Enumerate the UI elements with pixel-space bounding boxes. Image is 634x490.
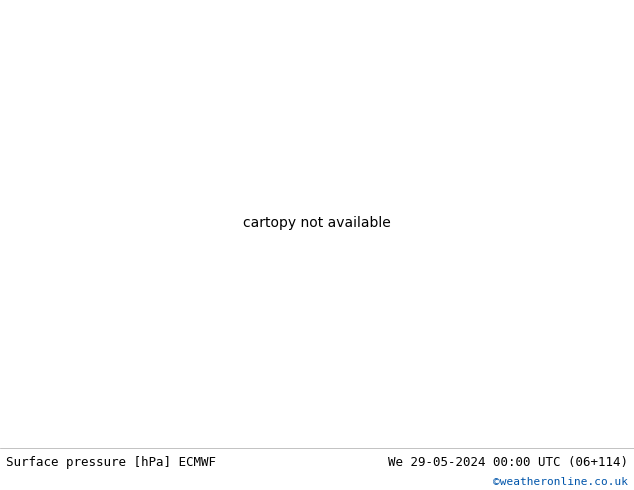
Text: Surface pressure [hPa] ECMWF: Surface pressure [hPa] ECMWF (6, 456, 216, 469)
Text: ©weatheronline.co.uk: ©weatheronline.co.uk (493, 477, 628, 487)
Text: cartopy not available: cartopy not available (243, 216, 391, 230)
Text: We 29-05-2024 00:00 UTC (06+114): We 29-05-2024 00:00 UTC (06+114) (387, 456, 628, 469)
